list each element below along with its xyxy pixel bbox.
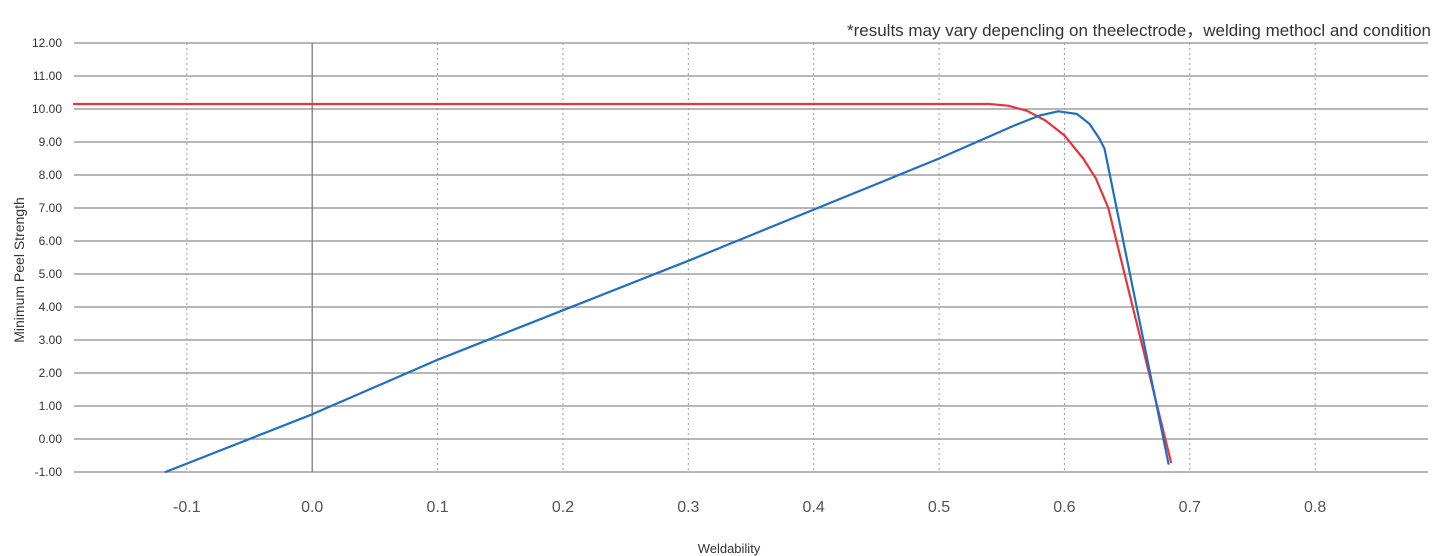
x-tick-label: 0.4 <box>803 499 825 516</box>
x-tick-label: 0.3 <box>677 499 699 516</box>
horizontal-gridlines <box>74 42 1428 473</box>
x-tick-label: 0.0 <box>301 499 323 516</box>
x-tick-label: 0.8 <box>1304 499 1326 516</box>
series-line-red <box>72 102 1173 464</box>
x-tick-label: 0.5 <box>928 499 950 516</box>
series-line-blue <box>164 110 1170 474</box>
x-tick-label: 0.7 <box>1179 499 1201 516</box>
x-tick-labels: -0.1 0.0 0.1 0.2 0.3 0.4 0.5 0.6 0.7 0.8 <box>173 499 1326 516</box>
y-tick-label: 12.00 <box>32 36 62 50</box>
y-tick-label: 6.00 <box>39 234 63 248</box>
x-tick-label: 0.2 <box>552 499 574 516</box>
y-tick-label: 10.00 <box>32 102 62 116</box>
vertical-gridlines <box>186 43 1316 472</box>
y-tick-label: 0.00 <box>39 432 63 446</box>
x-axis-label: Weldability <box>697 541 761 556</box>
y-tick-label: 8.00 <box>39 168 63 182</box>
y-tick-label: 7.00 <box>39 201 63 215</box>
x-tick-label: -0.1 <box>173 499 201 516</box>
y-axis-label: Minimum Peel Strength <box>11 197 27 343</box>
y-tick-label: 4.00 <box>39 300 63 314</box>
chart-annotation: *results may vary depencling on theelect… <box>846 21 1431 40</box>
y-tick-label: 3.00 <box>39 333 63 347</box>
y-tick-label: 1.00 <box>39 399 63 413</box>
y-tick-label: 5.00 <box>39 267 63 281</box>
y-tick-labels: 12.00 11.00 10.00 9.00 8.00 7.00 6.00 5.00 4.00 3… <box>32 36 62 479</box>
x-tick-label: 0.1 <box>426 499 448 516</box>
y-tick-label: 9.00 <box>39 135 63 149</box>
series-lines <box>72 102 1173 474</box>
y-tick-label: -1.00 <box>35 465 63 479</box>
y-tick-label: 2.00 <box>39 366 63 380</box>
x-tick-label: 0.6 <box>1053 499 1075 516</box>
y-tick-label: 11.00 <box>33 69 62 83</box>
